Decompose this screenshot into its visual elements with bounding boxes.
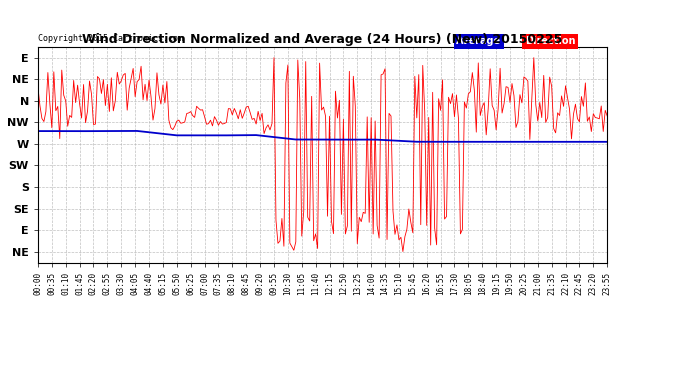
Text: Average: Average: [456, 36, 502, 46]
Text: Copyright 2015 Cartronics.com: Copyright 2015 Cartronics.com: [38, 34, 183, 43]
Title: Wind Direction Normalized and Average (24 Hours) (New) 20150225: Wind Direction Normalized and Average (2…: [82, 33, 563, 46]
Text: Direction: Direction: [524, 36, 575, 46]
